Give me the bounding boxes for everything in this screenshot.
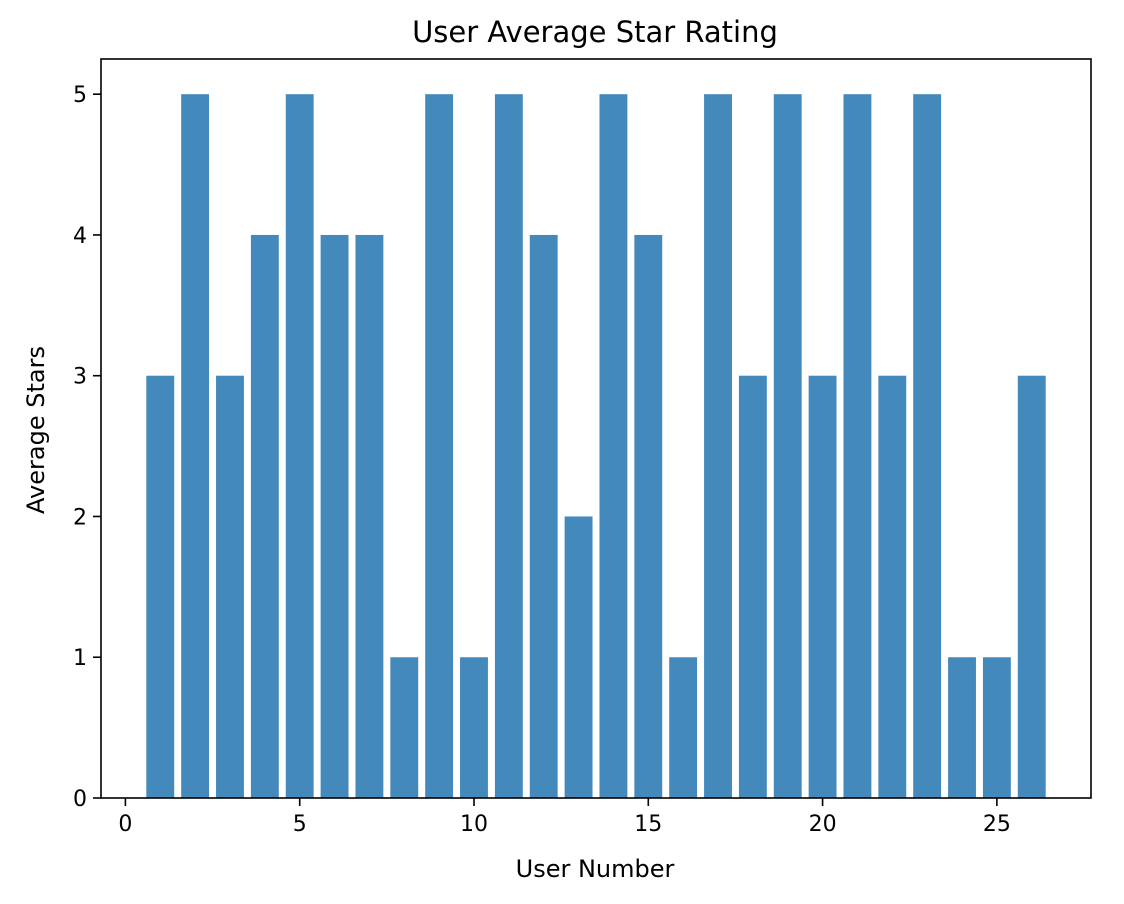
bar-user-26 <box>1017 375 1046 798</box>
x-tick-label: 5 <box>293 812 307 837</box>
x-tick-label: 15 <box>634 812 662 837</box>
y-tick-label: 0 <box>73 787 87 812</box>
chart-title: User Average Star Rating <box>412 15 778 49</box>
bar-user-11 <box>494 94 523 798</box>
x-tick-label: 0 <box>118 812 132 837</box>
bar-user-15 <box>634 234 663 798</box>
bar-user-3 <box>216 375 244 798</box>
bar-user-19 <box>773 94 802 798</box>
x-tick-label: 10 <box>460 812 488 837</box>
x-tick-label: 20 <box>809 812 837 837</box>
bar-user-21 <box>843 94 872 798</box>
bar-user-25 <box>982 657 1011 798</box>
bar-user-4 <box>250 234 279 798</box>
bar-user-22 <box>878 375 907 798</box>
bar-user-23 <box>913 94 942 798</box>
y-tick-label: 1 <box>73 646 87 671</box>
bar-user-18 <box>738 375 767 798</box>
bar-user-14 <box>599 94 628 798</box>
bar-user-8 <box>390 657 419 798</box>
plot-frame <box>100 58 1092 799</box>
bar-user-16 <box>669 657 698 798</box>
y-tick-label: 5 <box>73 83 87 108</box>
bar-user-7 <box>355 234 384 798</box>
x-tick-label: 25 <box>983 812 1011 837</box>
bar-user-2 <box>181 94 210 798</box>
y-tick-label: 4 <box>73 224 87 249</box>
y-axis-label: Average Stars <box>22 346 50 514</box>
bar-user-10 <box>460 657 488 798</box>
bar-user-13 <box>564 516 593 798</box>
bar-user-17 <box>704 94 732 798</box>
y-tick-label: 3 <box>73 365 87 390</box>
bars-group <box>146 94 1046 798</box>
bar-user-9 <box>425 94 454 798</box>
x-axis-label: User Number <box>516 855 675 883</box>
bar-user-20 <box>808 375 837 798</box>
y-axis-ticks: 0 1 2 3 4 5 <box>73 83 101 812</box>
bar-user-1 <box>146 375 175 798</box>
bar-user-12 <box>529 234 558 798</box>
y-tick-label: 2 <box>73 505 87 530</box>
bar-user-24 <box>948 657 976 798</box>
bar-user-6 <box>320 234 349 798</box>
x-axis-ticks: 0 5 10 15 20 25 <box>118 798 1011 837</box>
bar-user-5 <box>285 94 314 798</box>
